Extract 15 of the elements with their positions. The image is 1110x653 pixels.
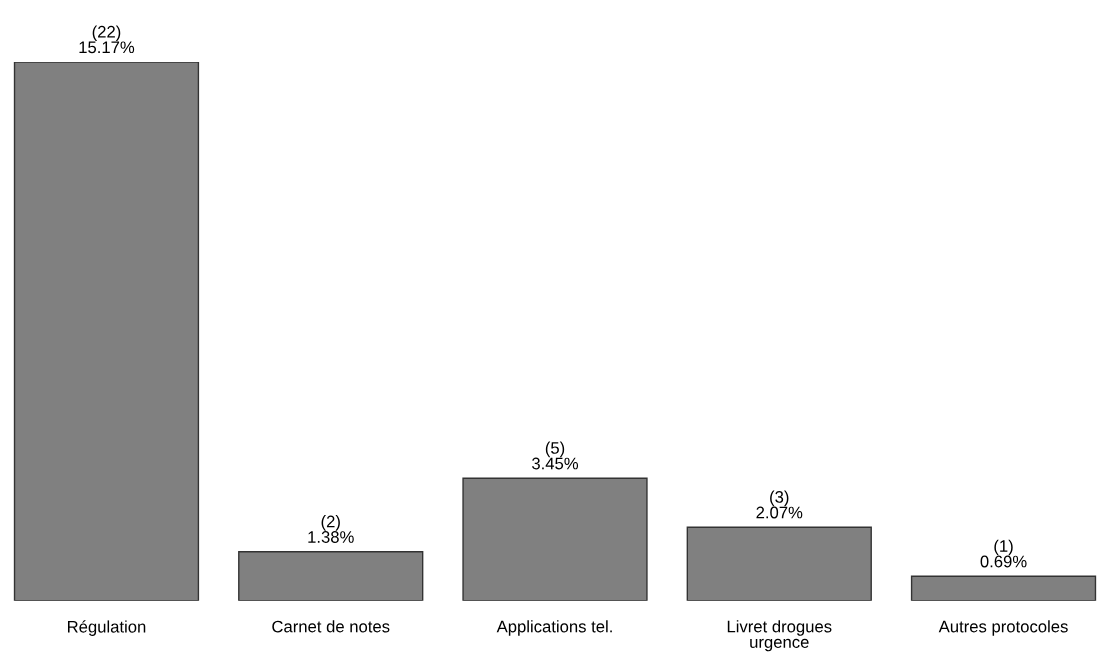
x-tick-label: Autres protocoles — [938, 620, 1068, 636]
bar — [13, 62, 200, 601]
bar — [462, 477, 648, 601]
data-label: (22) 15.17% — [79, 25, 135, 54]
x-tick-label: Livret drogues urgence — [727, 620, 832, 652]
data-label: (2) 1.38% — [308, 515, 354, 543]
bar — [910, 575, 1097, 601]
x-tick-label: Régulation — [68, 620, 146, 636]
x-tick-label: Applications tel. — [496, 620, 612, 636]
x-tick-label: Carnet de notes — [272, 620, 390, 633]
data-label: (1) 0.69% — [980, 539, 1027, 568]
bar — [238, 551, 424, 601]
data-label: (3) 2.07% — [756, 490, 803, 519]
bar — [686, 526, 872, 601]
data-label: (5) 3.45% — [532, 441, 579, 470]
